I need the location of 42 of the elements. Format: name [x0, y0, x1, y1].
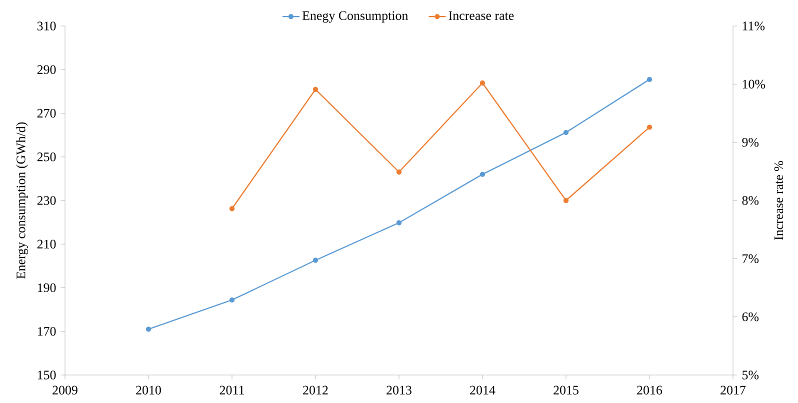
- y-tick-label: 290: [37, 65, 56, 74]
- point: [396, 220, 402, 226]
- y-tick-label: 190: [38, 283, 56, 292]
- y2-tick-label: 11%: [742, 22, 765, 30]
- legend-label: Enegy Consumption: [302, 11, 408, 23]
- point: [229, 206, 235, 212]
- point: [229, 297, 235, 303]
- x-tick-label: 2017: [720, 386, 746, 394]
- x-tick-label: 2015: [554, 386, 578, 394]
- y2-tick-label: 9%: [742, 138, 759, 147]
- point: [646, 76, 652, 82]
- y-tick-label: 150: [38, 370, 56, 380]
- y2-tick-label: 10%: [742, 80, 766, 89]
- point: [312, 86, 318, 92]
- x-tick-label: 2009: [52, 386, 78, 394]
- y-tick-label: 270: [37, 108, 56, 118]
- y-tick-label: 310: [37, 22, 56, 30]
- x-tick-label: 2010: [136, 386, 161, 394]
- point: [312, 258, 318, 263]
- y2-tick-label: 7%: [742, 254, 759, 264]
- y-tick-label: 210: [37, 240, 56, 248]
- y-axis-title: Energy consumption (GWh/d): [16, 122, 28, 279]
- x-tick-label: 2013: [386, 386, 412, 394]
- y2-tick-label: 8%: [742, 196, 759, 205]
- point: [396, 169, 402, 175]
- point: [563, 198, 569, 204]
- x-tick-label: 2011: [220, 386, 244, 394]
- y2-tick-label: 6%: [742, 312, 759, 322]
- y-tick-label: 230: [37, 196, 56, 205]
- y2-axis-title: Increase rate %: [774, 161, 784, 240]
- point: [646, 124, 652, 130]
- x-tick-label: 2014: [470, 386, 496, 394]
- point: [480, 80, 486, 86]
- y2-tick-label: 5%: [742, 370, 759, 380]
- point: [480, 172, 486, 177]
- legend-label: Increase rate: [448, 11, 514, 20]
- x-tick-label: 2012: [303, 386, 328, 394]
- y-tick-label: 250: [37, 152, 56, 162]
- point: [563, 130, 569, 136]
- point: [146, 326, 152, 332]
- y-tick-label: 170: [38, 327, 56, 336]
- x-tick-label: 2016: [637, 386, 662, 394]
